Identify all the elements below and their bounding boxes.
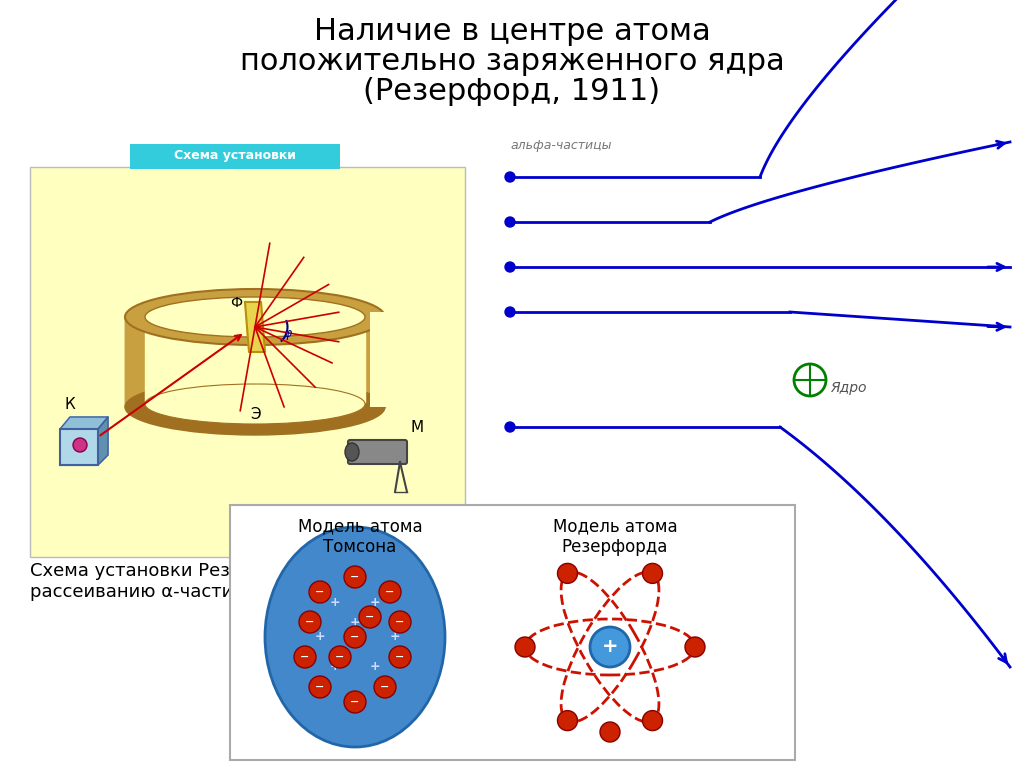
Polygon shape xyxy=(60,417,108,429)
Circle shape xyxy=(329,646,351,668)
Text: −: − xyxy=(395,652,404,662)
Text: +: + xyxy=(330,660,340,673)
Circle shape xyxy=(515,637,535,657)
Circle shape xyxy=(73,438,87,452)
Circle shape xyxy=(359,606,381,628)
Circle shape xyxy=(505,307,515,317)
Circle shape xyxy=(642,710,663,731)
Text: положительно заряженного ядра: положительно заряженного ядра xyxy=(240,48,784,77)
Polygon shape xyxy=(125,317,385,407)
Circle shape xyxy=(505,262,515,272)
Polygon shape xyxy=(98,417,108,465)
Text: +: + xyxy=(349,615,360,628)
Text: Схема установки: Схема установки xyxy=(174,150,296,163)
Text: Модель атома
Резерфорда: Модель атома Резерфорда xyxy=(553,517,677,556)
Circle shape xyxy=(344,691,366,713)
Text: М: М xyxy=(410,420,423,435)
Circle shape xyxy=(505,422,515,432)
Circle shape xyxy=(505,217,515,227)
Circle shape xyxy=(309,581,331,603)
Circle shape xyxy=(642,564,663,584)
Text: −: − xyxy=(350,697,359,707)
Text: −: − xyxy=(350,572,359,582)
Text: К: К xyxy=(65,397,76,412)
Ellipse shape xyxy=(125,379,385,435)
Text: −: − xyxy=(350,632,359,642)
Text: альфа-частицы: альфа-частицы xyxy=(510,139,611,152)
Text: −: − xyxy=(305,617,314,627)
Text: Ф: Ф xyxy=(230,296,242,310)
FancyBboxPatch shape xyxy=(230,505,795,760)
Circle shape xyxy=(389,646,411,668)
Circle shape xyxy=(344,566,366,588)
Text: −: − xyxy=(335,652,345,662)
Text: Наличие в центре атома: Наличие в центре атома xyxy=(313,18,711,47)
Text: −: − xyxy=(300,652,309,662)
Text: Ядро: Ядро xyxy=(830,381,866,395)
Text: +: + xyxy=(370,595,380,608)
Circle shape xyxy=(557,564,578,584)
Circle shape xyxy=(344,626,366,648)
Text: Э: Э xyxy=(250,407,261,422)
FancyBboxPatch shape xyxy=(130,144,340,169)
Circle shape xyxy=(685,637,705,657)
Text: −: − xyxy=(315,587,325,597)
Ellipse shape xyxy=(265,527,445,747)
Text: (Резерфорд, 1911): (Резерфорд, 1911) xyxy=(364,77,660,107)
FancyBboxPatch shape xyxy=(348,440,407,464)
Circle shape xyxy=(505,172,515,182)
Ellipse shape xyxy=(125,289,385,345)
Text: +: + xyxy=(330,595,340,608)
Circle shape xyxy=(299,611,321,633)
Polygon shape xyxy=(60,429,98,465)
Text: +: + xyxy=(370,660,380,673)
Text: +: + xyxy=(602,637,618,656)
Circle shape xyxy=(379,581,401,603)
Polygon shape xyxy=(145,317,365,402)
Circle shape xyxy=(309,676,331,698)
Text: +: + xyxy=(314,630,326,644)
Polygon shape xyxy=(245,302,265,352)
Polygon shape xyxy=(125,317,130,407)
Text: −: − xyxy=(366,612,375,622)
Circle shape xyxy=(600,722,620,742)
Ellipse shape xyxy=(345,443,359,461)
FancyBboxPatch shape xyxy=(30,167,465,557)
Circle shape xyxy=(294,646,316,668)
Text: −: − xyxy=(315,682,325,692)
FancyBboxPatch shape xyxy=(370,312,390,407)
Text: −: − xyxy=(395,617,404,627)
Circle shape xyxy=(557,710,578,731)
Text: Схема установки Резерфорда по
рассеиванию α-частиц: Схема установки Резерфорда по рассеивани… xyxy=(30,562,343,601)
Text: Модель атома
Томсона: Модель атома Томсона xyxy=(298,517,422,556)
Text: +: + xyxy=(390,630,400,644)
Circle shape xyxy=(590,627,630,667)
Text: −: − xyxy=(380,682,390,692)
Text: φ: φ xyxy=(283,327,291,340)
Text: −: − xyxy=(385,587,394,597)
Circle shape xyxy=(389,611,411,633)
Ellipse shape xyxy=(145,384,365,424)
Circle shape xyxy=(374,676,396,698)
Ellipse shape xyxy=(145,297,365,337)
